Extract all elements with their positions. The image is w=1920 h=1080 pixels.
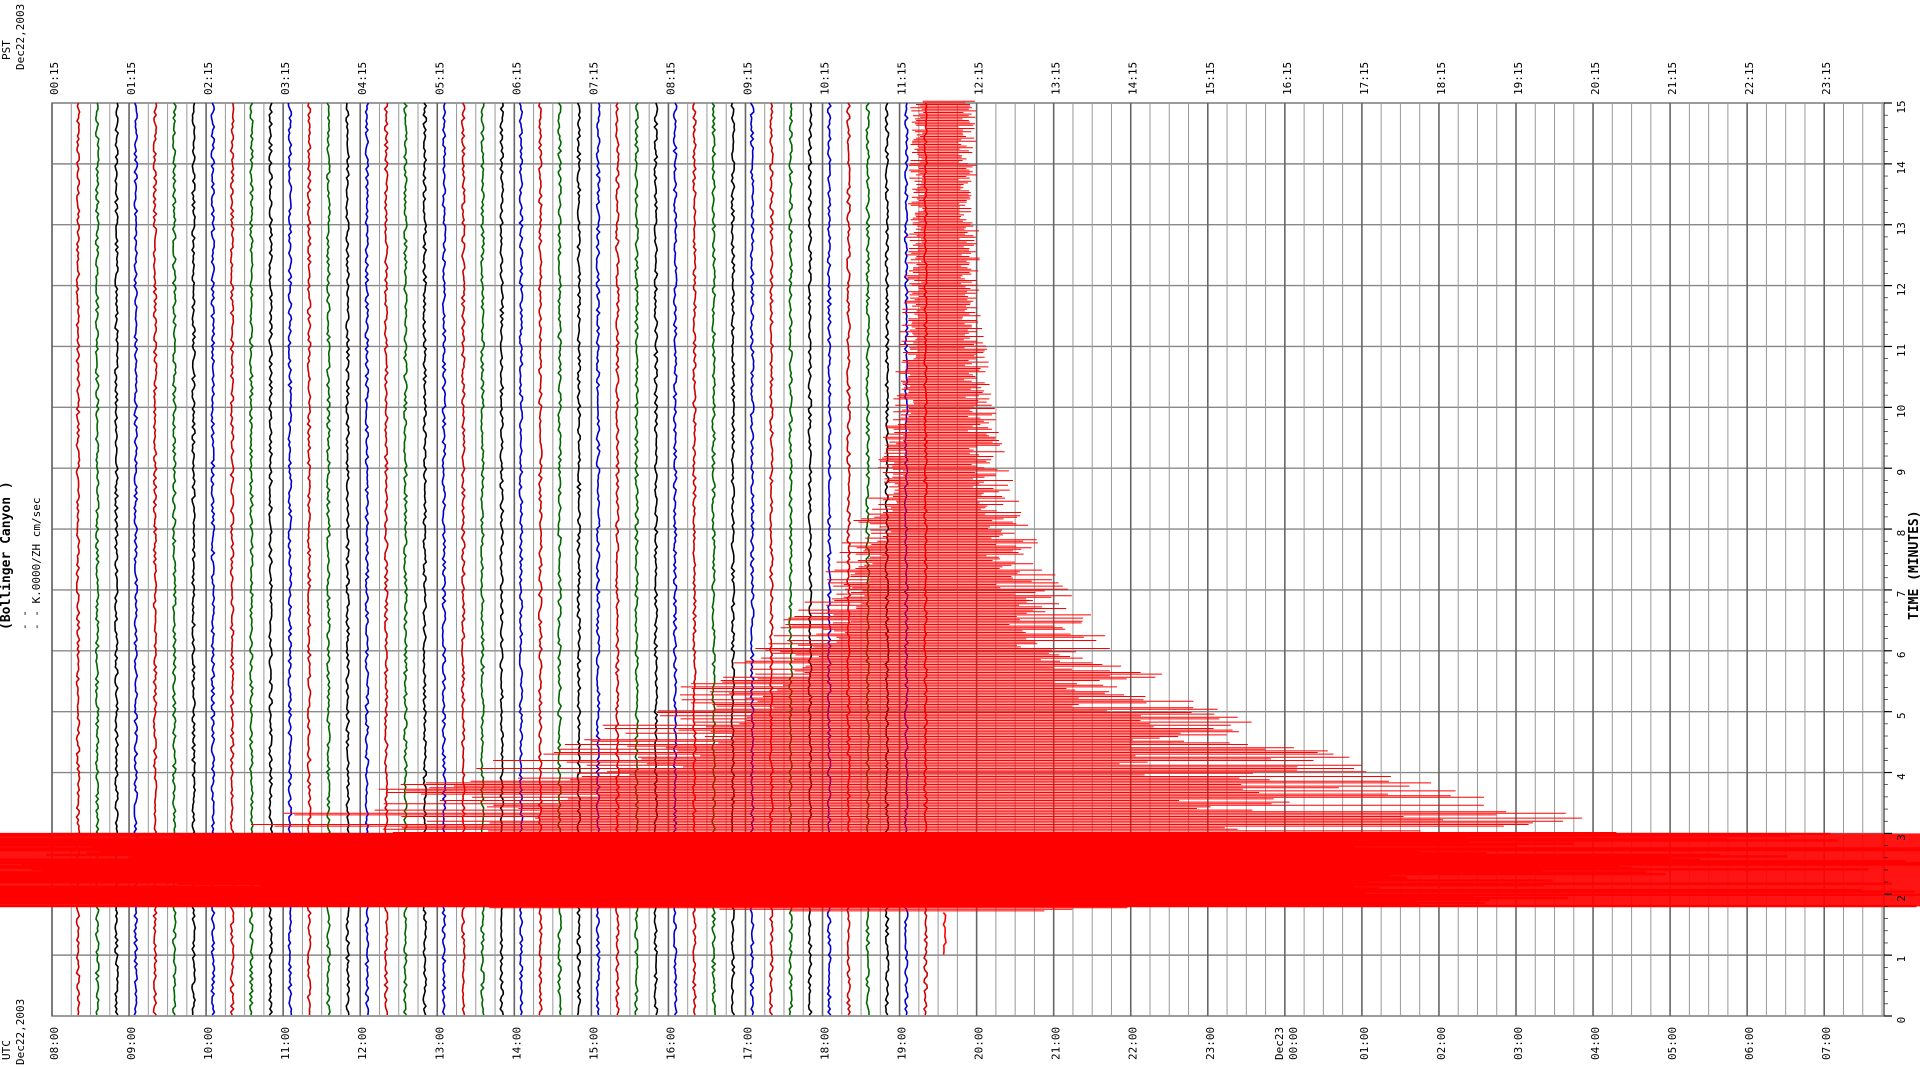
event-pre-onset xyxy=(942,912,947,955)
utc-tick-label: 15:00 xyxy=(587,1027,600,1060)
pst-tick-label: 09:15 xyxy=(741,62,754,95)
utc-tick-label: 07:00 xyxy=(1820,1027,1833,1060)
utc-tick-label: 19:00 xyxy=(896,1027,909,1060)
utc-tick-label: 01:00 xyxy=(1358,1027,1371,1060)
utc-tick-label: 17:00 xyxy=(741,1027,754,1060)
minute-tick-label: 12 xyxy=(1895,283,1908,296)
minute-tick-label: 10 xyxy=(1895,405,1908,418)
pst-tick-label: 06:15 xyxy=(510,62,523,95)
minute-axis-title: TIME (MINUTES) xyxy=(1907,510,1920,620)
pst-tick-label: 13:15 xyxy=(1050,62,1063,95)
bottom-timezone-label: UTC xyxy=(0,1040,13,1060)
event-peak-band xyxy=(0,833,1920,907)
minute-tick-label: 4 xyxy=(1895,773,1908,780)
top-timezone-date: Dec22,2003 xyxy=(14,4,27,70)
minute-tick-label: 5 xyxy=(1895,712,1908,719)
pst-tick-label: 17:15 xyxy=(1358,62,1371,95)
chart-subtitle-1: - - xyxy=(18,610,31,630)
pst-tick-label: 02:15 xyxy=(202,62,215,95)
minute-tick-label: 9 xyxy=(1895,469,1908,476)
utc-tick-label: 05:00 xyxy=(1666,1027,1679,1060)
minute-tick-label: 8 xyxy=(1895,530,1908,537)
utc-tick-label: 16:00 xyxy=(664,1027,677,1060)
pst-tick-label: 14:15 xyxy=(1127,62,1140,95)
utc-tick-label: 23:00 xyxy=(1204,1027,1217,1060)
utc-tick-label: 00:00 xyxy=(1287,1027,1300,1060)
earthquake-event-trace xyxy=(0,100,1920,955)
minute-tick-label: 0 xyxy=(1895,1017,1908,1024)
minute-tick-label: 7 xyxy=(1895,591,1908,598)
pst-tick-label: 15:15 xyxy=(1204,62,1217,95)
utc-tick-label: 14:00 xyxy=(510,1027,523,1060)
chart-subtitle-2: - - K.0000/ZH cm/sec xyxy=(30,498,43,630)
utc-tick-label: Dec23 xyxy=(1273,1027,1286,1060)
bottom-timezone-date: Dec22,2003 xyxy=(14,999,27,1065)
pst-tick-label: 00:15 xyxy=(48,62,61,95)
minute-tick-label: 13 xyxy=(1895,222,1908,235)
minute-tick-label: 15 xyxy=(1895,100,1908,113)
utc-tick-label: 08:00 xyxy=(48,1027,61,1060)
utc-tick-label: 02:00 xyxy=(1435,1027,1448,1060)
utc-tick-label: 03:00 xyxy=(1512,1027,1525,1060)
pst-tick-label: 01:15 xyxy=(125,62,138,95)
utc-tick-label: 09:00 xyxy=(125,1027,138,1060)
pst-tick-label: 08:15 xyxy=(664,62,677,95)
pst-tick-label: 04:15 xyxy=(356,62,369,95)
pst-tick-label: 16:15 xyxy=(1281,62,1294,95)
pst-tick-label: 18:15 xyxy=(1435,62,1448,95)
minute-tick-label: 2 xyxy=(1895,895,1908,902)
pst-tick-label: 19:15 xyxy=(1512,62,1525,95)
minute-tick-label: 1 xyxy=(1895,956,1908,963)
utc-tick-label: 11:00 xyxy=(279,1027,292,1060)
pst-tick-label: 12:15 xyxy=(973,62,986,95)
pst-tick-label: 10:15 xyxy=(819,62,832,95)
pst-tick-label: 21:15 xyxy=(1666,62,1679,95)
utc-tick-label: 20:00 xyxy=(973,1027,986,1060)
minute-tick-label: 11 xyxy=(1895,344,1908,357)
minute-tick-label: 14 xyxy=(1895,161,1908,175)
chart-axes: PST Dec22,2003 UTC Dec22,2003 (Bollinger… xyxy=(0,4,1920,1065)
pst-tick-label: 07:15 xyxy=(587,62,600,95)
minute-tick-label: 3 xyxy=(1895,834,1908,841)
pst-tick-label: 11:15 xyxy=(896,62,909,95)
utc-tick-label: 22:00 xyxy=(1127,1027,1140,1060)
pst-tick-label: 20:15 xyxy=(1589,62,1602,95)
pst-tick-label: 03:15 xyxy=(279,62,292,95)
pst-tick-label: 22:15 xyxy=(1743,62,1756,95)
utc-tick-label: 06:00 xyxy=(1743,1027,1756,1060)
utc-tick-label: 12:00 xyxy=(356,1027,369,1060)
chart-title: (Bollinger Canyon ) xyxy=(0,481,14,630)
pst-tick-label: 23:15 xyxy=(1820,62,1833,95)
utc-tick-label: 04:00 xyxy=(1589,1027,1602,1060)
utc-tick-label: 18:00 xyxy=(819,1027,832,1060)
top-timezone-label: PST xyxy=(0,40,13,60)
pst-tick-label: 05:15 xyxy=(433,62,446,95)
utc-tick-label: 13:00 xyxy=(433,1027,446,1060)
utc-tick-label: 10:00 xyxy=(202,1027,215,1060)
utc-tick-label: 21:00 xyxy=(1050,1027,1063,1060)
minute-tick-label: 6 xyxy=(1895,651,1908,658)
